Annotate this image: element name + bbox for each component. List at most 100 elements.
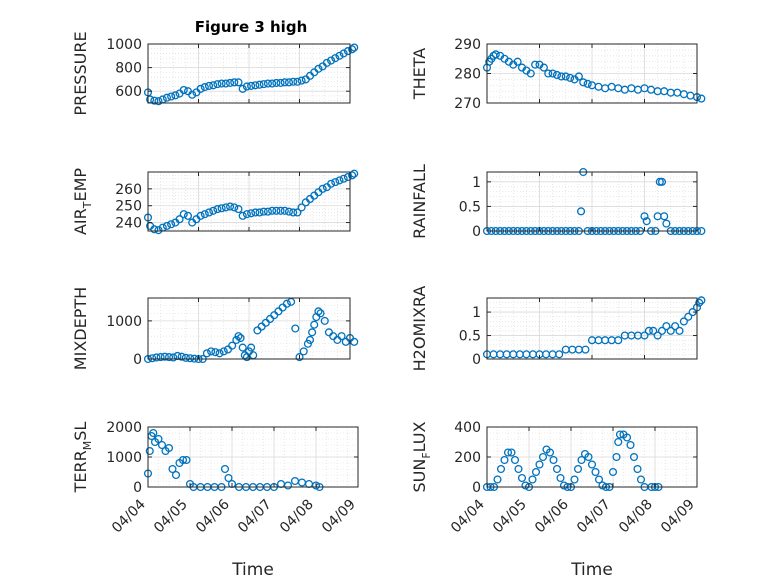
data-point <box>343 173 352 182</box>
data-point <box>162 221 171 230</box>
data-point <box>327 56 336 65</box>
ytick-label: 0 <box>472 352 481 368</box>
data-point <box>196 211 205 220</box>
data-point <box>284 78 294 87</box>
data-point <box>152 353 161 362</box>
data-point <box>539 63 548 72</box>
y-axis-label: SUNFLUX <box>410 421 433 492</box>
data-point <box>350 169 359 178</box>
xtick-label: 04/09 <box>319 497 359 537</box>
data-point <box>502 350 511 359</box>
data-point <box>217 79 226 88</box>
data-point <box>149 428 158 438</box>
data-point <box>164 443 174 453</box>
data-point <box>620 85 629 94</box>
data-point <box>209 206 218 215</box>
data-point <box>293 77 302 86</box>
data-point <box>186 354 195 363</box>
grid-terr-msl <box>147 426 359 488</box>
data-point <box>204 208 214 217</box>
data-point <box>230 78 239 87</box>
data-point <box>545 448 555 457</box>
data-point <box>213 205 222 214</box>
data-point <box>337 332 346 341</box>
data-point <box>653 331 662 340</box>
data-point <box>268 79 277 88</box>
subplot-h2omixra: 0 0.5 1 H2OMIXRA <box>410 286 706 371</box>
data-point <box>158 95 167 104</box>
data-point <box>145 446 154 456</box>
data-point <box>154 97 163 106</box>
data-point <box>662 322 671 331</box>
ytick-label: 800 <box>115 61 142 77</box>
data-point <box>299 347 308 356</box>
ytick-label: 270 <box>454 96 481 112</box>
data-point <box>228 341 237 350</box>
data-point <box>236 333 245 343</box>
data-point <box>242 82 251 91</box>
data-point <box>238 343 247 352</box>
data-point <box>283 481 293 490</box>
xtick-label: 04/07 <box>574 497 614 537</box>
data-point <box>289 77 298 86</box>
ytick-label: 280 <box>454 67 481 83</box>
xtick-label: 04/05 <box>490 497 530 537</box>
data-point <box>224 473 233 483</box>
data-point <box>350 337 359 346</box>
ytick-label: 260 <box>115 182 142 198</box>
data-point <box>164 353 174 362</box>
ytick-label: 600 <box>115 84 142 100</box>
data-point <box>179 85 188 95</box>
data-point <box>566 73 575 82</box>
data-point <box>636 475 646 484</box>
data-point <box>318 184 327 193</box>
data-point <box>671 322 680 331</box>
data-point <box>513 57 522 66</box>
data-point <box>316 309 325 318</box>
data-point <box>179 210 188 219</box>
data-point <box>647 85 656 94</box>
data-point <box>666 326 675 335</box>
data-point <box>263 207 272 216</box>
data-point <box>510 455 520 465</box>
data-point <box>348 171 357 180</box>
data-point <box>238 211 247 220</box>
ytick-label: 0 <box>133 480 142 496</box>
grid-pressure <box>147 43 351 103</box>
data-point <box>528 475 537 484</box>
data-point <box>259 80 268 89</box>
data-point <box>289 208 298 217</box>
data-point <box>304 479 314 489</box>
x-axis-label: Time <box>231 560 274 580</box>
data-point <box>314 307 323 316</box>
xtick-label: 04/06 <box>193 496 233 536</box>
data-point <box>272 78 281 87</box>
data-point <box>150 225 159 234</box>
data-point <box>181 353 190 362</box>
xtick-label: 04/05 <box>151 497 191 537</box>
ytick-label: 1000 <box>106 37 142 53</box>
data-point <box>268 206 277 215</box>
data-point <box>640 212 649 221</box>
data-point <box>259 207 268 216</box>
xtick-label: 04/08 <box>277 497 317 537</box>
ytick-label: 400 <box>454 420 481 436</box>
ytick-label: 0.5 <box>459 329 481 345</box>
data-point <box>583 79 592 88</box>
ytick-label: 1000 <box>106 314 142 330</box>
data-point <box>226 78 235 87</box>
data-point <box>167 220 176 229</box>
data-point <box>221 79 230 88</box>
subplot-pressure: 600 800 1000 PRESSURE <box>71 31 359 116</box>
data-point <box>331 54 340 63</box>
data-point <box>274 307 283 316</box>
data-point <box>615 430 625 439</box>
data-point <box>314 64 323 73</box>
ytick-label: 0.5 <box>459 199 481 215</box>
data-point <box>297 203 306 212</box>
data-point <box>247 209 256 218</box>
figure-title: Figure 3 high <box>195 18 308 36</box>
data-point <box>660 212 669 221</box>
data-point <box>255 208 264 217</box>
x-axis-label: Time <box>570 560 613 580</box>
